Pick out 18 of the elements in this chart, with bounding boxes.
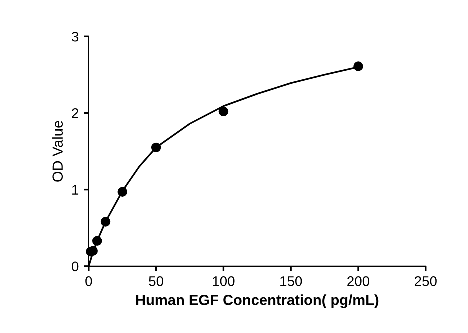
y-tick-label: 2 [72,108,78,118]
point [118,187,128,197]
point [354,62,364,72]
x-tick-label: 150 [280,276,302,286]
y-tick-label: 1 [72,185,79,195]
point [151,142,162,153]
y-tick-label: 3 [72,32,79,42]
x-tick-label: 250 [414,276,437,286]
y-tick-label: 0 [72,262,79,272]
point [100,217,111,227]
x-tick-label: 200 [348,276,370,286]
x-tick-label: 50 [149,276,164,286]
point [218,106,229,117]
x-tick-label: 0 [86,276,92,286]
x-tick-label: 100 [213,276,235,286]
point [92,236,102,246]
x-axis-title: Human EGF Concentration( pg/mL) [136,294,379,308]
y-axis-title: OD Value [52,121,64,182]
